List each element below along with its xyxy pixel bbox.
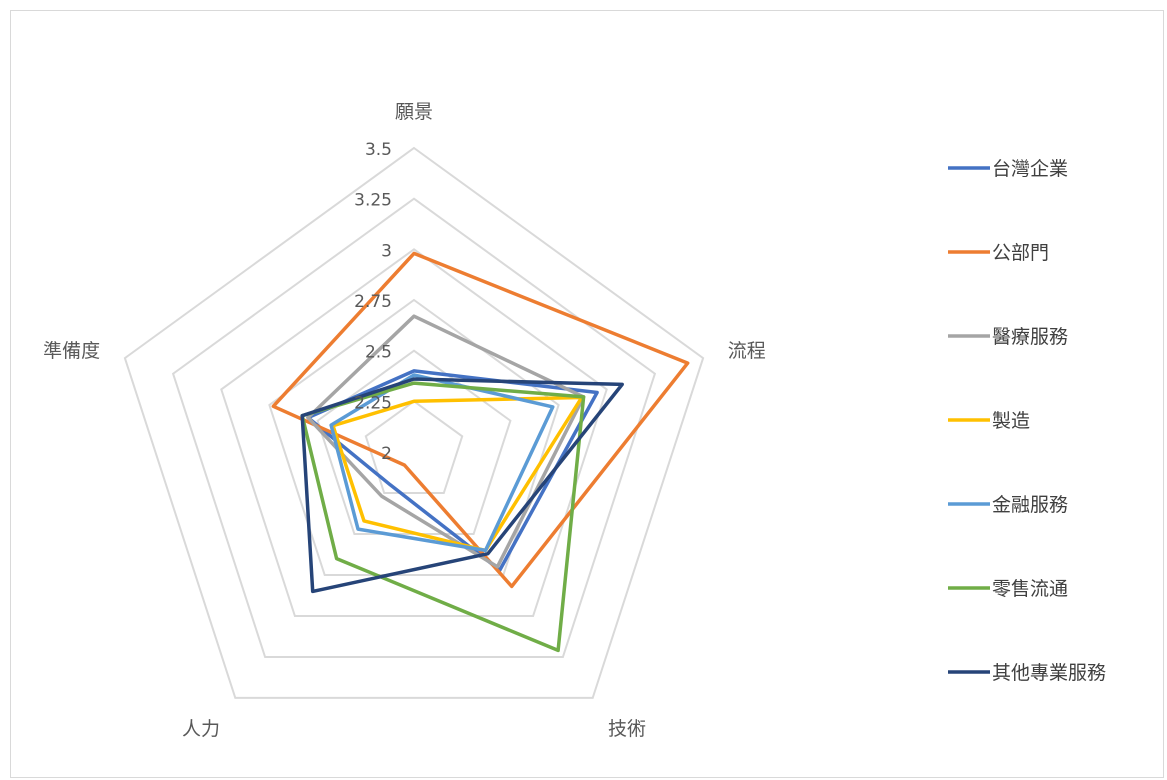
legend-label: 製造 xyxy=(992,410,1030,432)
grid-ring xyxy=(123,146,705,699)
tick-label: 2 xyxy=(381,444,392,464)
axis-label: 準備度 xyxy=(43,340,100,362)
grid-ring xyxy=(364,400,464,494)
tick-label: 2.5 xyxy=(365,343,392,363)
legend-label: 台灣企業 xyxy=(992,158,1068,180)
radial-tick-labels: 2 2.25 2.5 2.75 3 3.25 3.5 xyxy=(354,140,392,464)
legend-label: 零售流通 xyxy=(992,578,1068,600)
legend-label: 公部門 xyxy=(992,242,1049,264)
chart-area xyxy=(10,10,1164,778)
legend-label: 金融服務 xyxy=(992,494,1068,516)
radar-grid xyxy=(123,146,705,699)
series-line xyxy=(271,251,690,589)
grid-ring xyxy=(171,197,657,658)
grid-ring xyxy=(268,298,560,576)
axis-label: 願景 xyxy=(395,101,433,123)
tick-label: 3.5 xyxy=(365,140,392,160)
legend-label: 醫療服務 xyxy=(992,326,1068,348)
tick-label: 2.75 xyxy=(354,292,392,312)
axis-label: 流程 xyxy=(728,340,766,362)
series-line xyxy=(329,373,555,553)
grid-ring xyxy=(220,248,608,617)
legend-label: 其他專業服務 xyxy=(992,662,1106,684)
axis-label: 技術 xyxy=(608,718,646,740)
radar-series xyxy=(271,251,690,653)
series-line xyxy=(300,377,624,594)
axis-label: 人力 xyxy=(182,718,220,740)
tick-label: 3.25 xyxy=(354,191,392,211)
series-line xyxy=(331,395,584,553)
tick-label: 3 xyxy=(381,241,392,261)
tick-label: 2.25 xyxy=(354,393,392,413)
